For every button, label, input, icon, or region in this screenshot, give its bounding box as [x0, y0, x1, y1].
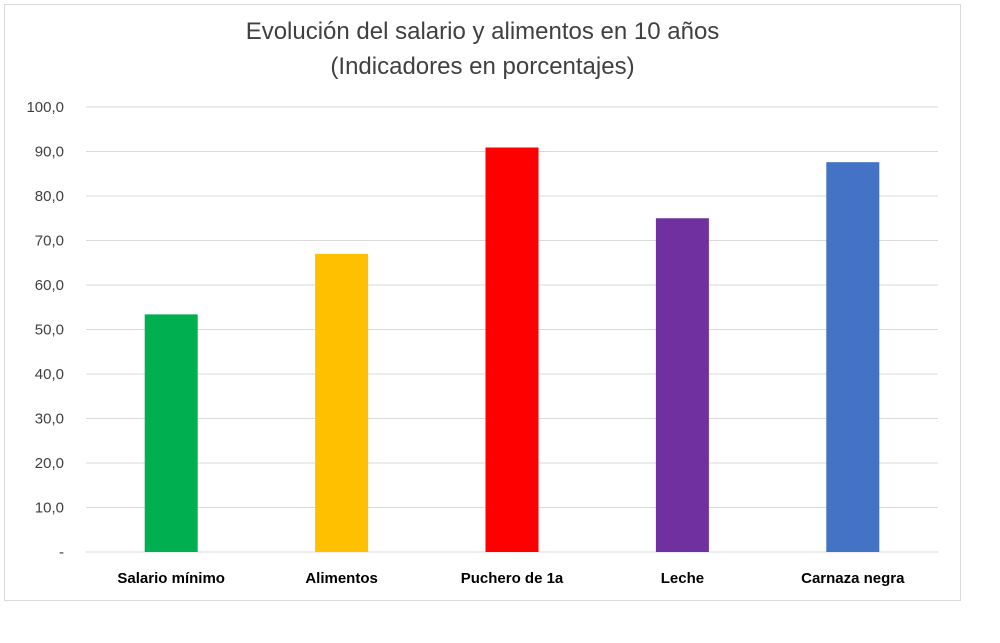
y-tick-label: 60,0	[35, 277, 64, 294]
x-category-label: Salario mínimo	[117, 570, 225, 587]
bar	[655, 218, 709, 552]
y-tick-label: 70,0	[35, 233, 64, 250]
bar	[144, 314, 198, 552]
y-tick-label: 10,0	[35, 500, 64, 517]
bar	[826, 162, 880, 552]
y-tick-label: 30,0	[35, 411, 64, 428]
x-axis-labels: Salario mínimo Alimentos Puchero de 1a Lech…	[117, 570, 905, 587]
bar	[485, 147, 539, 552]
y-tick-label: 100,0	[26, 99, 64, 116]
y-tick-label: 20,0	[35, 455, 64, 472]
y-axis-ticks: - 10,0 20,0 30,0 40,0 50,0 60,0 70,0 80,0 90,0 100…	[26, 99, 64, 561]
x-category-label: Leche	[661, 570, 704, 587]
x-category-label: Carnaza negra	[801, 570, 905, 587]
x-category-label: Puchero de 1a	[461, 570, 564, 587]
chart-subtitle: (Indicadores en porcentajes)	[330, 53, 635, 80]
y-tick-label: -	[59, 544, 64, 561]
y-tick-label: 50,0	[35, 322, 64, 339]
chart-title: Evolución del salario y alimentos en 10 …	[245, 18, 720, 45]
x-category-label: Alimentos	[305, 570, 378, 587]
bar	[315, 253, 369, 552]
y-tick-label: 40,0	[35, 366, 64, 383]
y-tick-label: 80,0	[35, 188, 64, 205]
y-tick-label: 90,0	[35, 144, 64, 161]
bars	[144, 147, 880, 552]
